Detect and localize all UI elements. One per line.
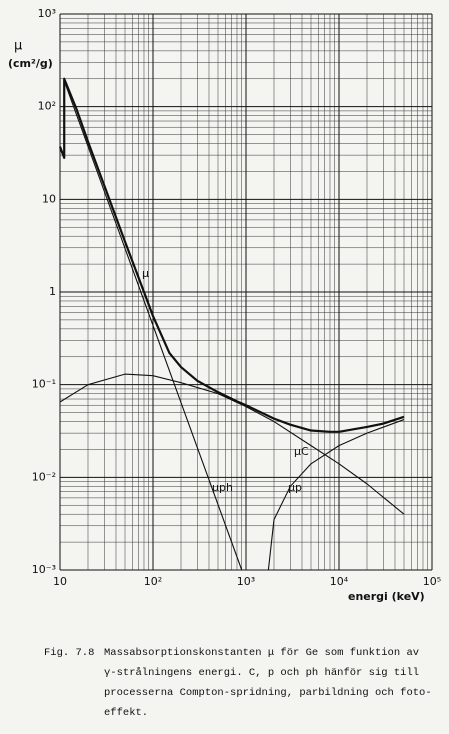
x-tick-label: 10 xyxy=(53,575,67,588)
y-tick-label: 10 xyxy=(42,192,56,205)
y-tick-label: 10⁻¹ xyxy=(32,378,56,391)
series-line xyxy=(267,419,405,571)
y-tick-label: 10² xyxy=(38,100,56,113)
y-tick-label: 10⁻³ xyxy=(32,563,56,576)
series-label: μph xyxy=(212,481,233,494)
x-tick-label: 10³ xyxy=(237,575,255,588)
series-line xyxy=(63,80,243,571)
series-label: μ xyxy=(142,267,149,280)
y-axis-unit: (cm²/g) xyxy=(8,57,53,70)
caption-line: processerna Compton-spridning, parbildni… xyxy=(104,687,432,699)
series-label: μp xyxy=(288,481,302,494)
y-axis-label: μ xyxy=(14,39,22,54)
series-line xyxy=(59,373,405,515)
caption-figure: Fig. 7.8 xyxy=(44,647,94,659)
series-line xyxy=(58,77,405,433)
y-tick-label: 10⁻² xyxy=(32,470,56,483)
series-label: μC xyxy=(294,445,309,458)
x-tick-label: 10⁴ xyxy=(330,575,349,588)
y-tick-label: 10³ xyxy=(38,7,56,20)
caption-line: Massabsorptionskonstanten μ för Ge som f… xyxy=(104,647,419,659)
x-tick-label: 10⁵ xyxy=(423,575,441,588)
y-tick-label: 1 xyxy=(49,285,56,298)
x-tick-label: 10² xyxy=(144,575,162,588)
caption-line: γ-strålningens energi. C, p och ph hänfö… xyxy=(104,666,419,679)
x-axis-label: energi (keV) xyxy=(348,590,425,603)
caption-line: effekt. xyxy=(104,707,148,719)
